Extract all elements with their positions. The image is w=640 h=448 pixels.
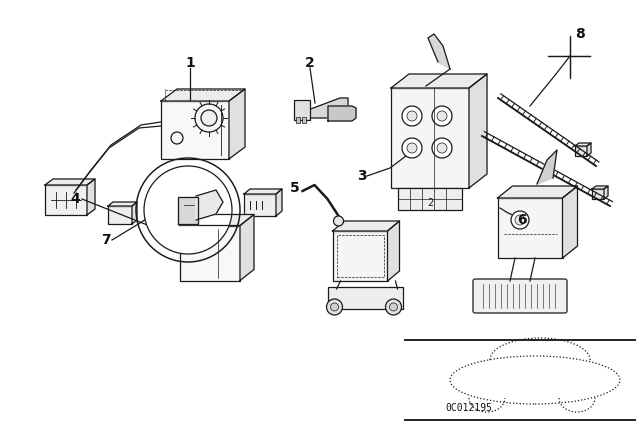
Bar <box>333 231 387 281</box>
Polygon shape <box>328 106 356 121</box>
Polygon shape <box>108 202 137 206</box>
Polygon shape <box>575 143 591 146</box>
Bar <box>108 206 132 224</box>
Polygon shape <box>229 89 245 159</box>
Polygon shape <box>391 74 487 88</box>
Polygon shape <box>45 179 95 185</box>
Text: 6: 6 <box>517 213 527 227</box>
Circle shape <box>511 211 529 229</box>
Text: 1: 1 <box>185 56 195 70</box>
Polygon shape <box>180 215 254 225</box>
Circle shape <box>437 143 447 153</box>
Circle shape <box>407 143 417 153</box>
Circle shape <box>144 166 232 254</box>
Ellipse shape <box>450 356 620 404</box>
Circle shape <box>407 111 417 121</box>
Polygon shape <box>387 221 399 281</box>
Polygon shape <box>333 221 399 231</box>
Bar <box>328 287 403 309</box>
Bar <box>45 185 87 215</box>
Text: 7: 7 <box>101 233 111 247</box>
Polygon shape <box>592 186 608 189</box>
Bar <box>302 117 306 123</box>
Text: 0C012195: 0C012195 <box>445 403 492 413</box>
Bar <box>294 100 310 120</box>
Circle shape <box>390 303 397 311</box>
Bar <box>391 88 469 188</box>
Circle shape <box>432 138 452 158</box>
Circle shape <box>432 106 452 126</box>
Polygon shape <box>161 89 245 101</box>
Circle shape <box>402 138 422 158</box>
Bar <box>592 189 604 199</box>
Polygon shape <box>563 186 577 258</box>
Text: 8: 8 <box>575 27 585 41</box>
Polygon shape <box>276 189 282 216</box>
Text: 3: 3 <box>357 169 367 183</box>
Polygon shape <box>87 179 95 215</box>
FancyBboxPatch shape <box>473 279 567 313</box>
Bar <box>161 101 229 159</box>
Circle shape <box>326 299 342 315</box>
Bar <box>575 146 587 156</box>
Text: 5: 5 <box>290 181 300 195</box>
Circle shape <box>385 299 401 315</box>
Text: 2: 2 <box>427 198 433 208</box>
Polygon shape <box>537 150 557 184</box>
Bar <box>180 225 240 280</box>
Polygon shape <box>604 186 608 199</box>
Polygon shape <box>308 98 348 118</box>
Text: 4: 4 <box>70 192 80 206</box>
Circle shape <box>437 111 447 121</box>
Circle shape <box>402 106 422 126</box>
Circle shape <box>333 216 344 226</box>
Polygon shape <box>587 143 591 156</box>
Text: 2: 2 <box>305 56 315 70</box>
Polygon shape <box>497 186 577 198</box>
Bar <box>398 188 462 210</box>
Polygon shape <box>240 215 254 280</box>
Polygon shape <box>178 197 198 224</box>
Polygon shape <box>469 74 487 188</box>
Circle shape <box>201 110 217 126</box>
Polygon shape <box>132 202 137 224</box>
Circle shape <box>195 104 223 132</box>
Bar <box>497 198 563 258</box>
Bar <box>296 117 300 123</box>
Circle shape <box>171 132 183 144</box>
Circle shape <box>515 215 525 225</box>
Polygon shape <box>196 190 223 220</box>
Polygon shape <box>428 34 450 69</box>
Polygon shape <box>244 189 282 194</box>
Bar <box>244 194 276 216</box>
Circle shape <box>330 303 339 311</box>
